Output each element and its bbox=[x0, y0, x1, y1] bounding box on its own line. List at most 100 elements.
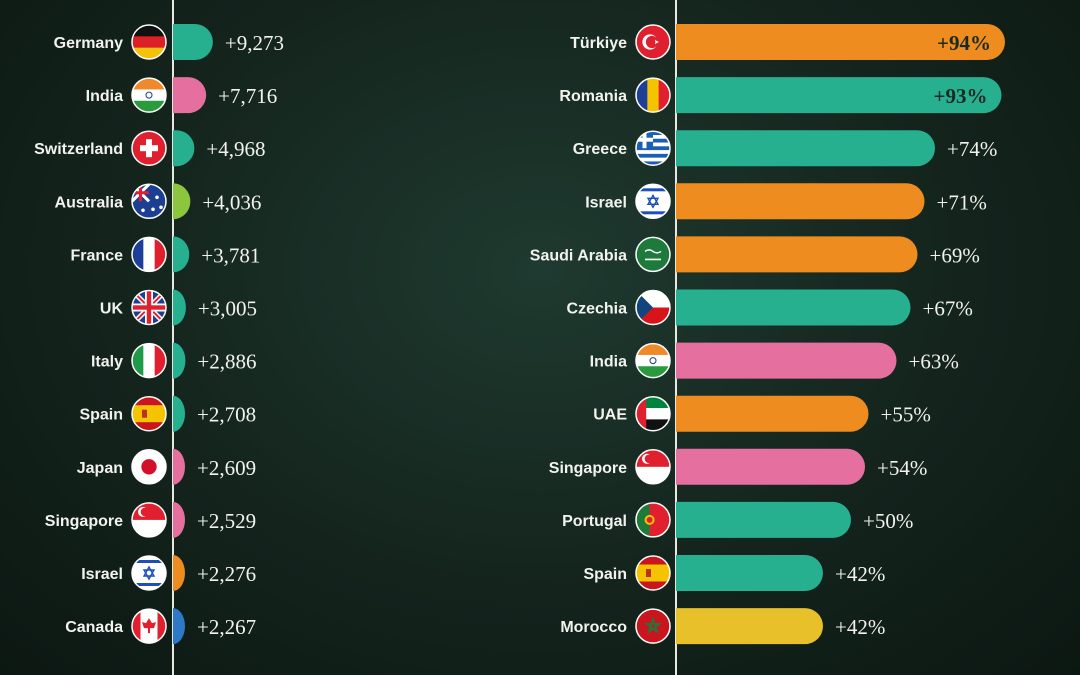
right-row: Spain +42% bbox=[583, 555, 885, 591]
right-country-label: Morocco bbox=[560, 619, 627, 636]
left-value-label: +3,781 bbox=[201, 243, 260, 267]
right-bar-spain bbox=[676, 555, 823, 591]
left-value-label: +2,609 bbox=[197, 456, 256, 480]
right-bar-romania bbox=[676, 77, 1002, 114]
left-bar-singapore bbox=[173, 501, 186, 538]
portugal-flag-icon bbox=[635, 502, 671, 538]
canada-flag-icon bbox=[131, 608, 167, 644]
right-row: Romania +93% bbox=[559, 77, 1002, 114]
left-value-label: +9,273 bbox=[225, 31, 284, 55]
right-row: Portugal +50% bbox=[562, 501, 913, 538]
left-bar-india bbox=[173, 77, 207, 114]
singapore-flag-icon bbox=[635, 449, 671, 485]
left-bar-israel bbox=[173, 555, 185, 591]
right-bar-saudi-arabia bbox=[676, 236, 918, 273]
right-row: UAE +55% bbox=[593, 395, 931, 432]
left-bar-australia bbox=[173, 183, 191, 220]
right-row: Israel +71% bbox=[585, 183, 987, 220]
uk-flag-icon bbox=[131, 289, 167, 326]
left-country-label: Israel bbox=[81, 566, 123, 583]
romania-flag-icon bbox=[635, 77, 671, 113]
right-bar-czechia bbox=[676, 289, 911, 326]
spain-flag-icon bbox=[635, 555, 671, 591]
left-country-label: Australia bbox=[55, 194, 124, 211]
right-bar-israel bbox=[676, 183, 925, 220]
left-bar-chart: Germany +9,273 India +7,716 Switzerland +4,96… bbox=[34, 0, 284, 675]
right-row: Türkiye +94% bbox=[570, 24, 1005, 60]
left-bar-italy bbox=[173, 342, 186, 379]
left-row: India +7,716 bbox=[86, 77, 277, 114]
right-country-label: UAE bbox=[593, 407, 627, 424]
left-country-label: India bbox=[86, 88, 123, 105]
right-bar-uae bbox=[676, 395, 869, 432]
right-value-label: +74% bbox=[947, 137, 997, 161]
right-country-label: Czechia bbox=[567, 301, 628, 318]
left-value-label: +4,968 bbox=[206, 137, 265, 161]
left-value-label: +3,005 bbox=[198, 297, 257, 321]
japan-flag-icon bbox=[131, 449, 167, 485]
uae-flag-icon bbox=[635, 395, 671, 432]
right-value-label: +71% bbox=[937, 190, 987, 214]
left-value-label: +4,036 bbox=[202, 190, 261, 214]
right-row: India +63% bbox=[590, 342, 959, 379]
australia-flag-icon bbox=[131, 183, 167, 220]
right-value-label: +54% bbox=[877, 456, 927, 480]
czechia-flag-icon bbox=[635, 289, 671, 326]
left-value-label: +2,276 bbox=[197, 562, 256, 586]
right-bar-chart: Türkiye +94% Romania +93% Greece +74% Israel +7… bbox=[530, 0, 1005, 675]
left-bar-uk bbox=[173, 289, 186, 326]
right-row: Singapore +54% bbox=[549, 448, 927, 485]
right-value-label: +69% bbox=[930, 243, 980, 267]
left-country-label: Italy bbox=[91, 354, 123, 371]
left-bar-france bbox=[173, 236, 190, 273]
right-bar-greece bbox=[676, 130, 936, 167]
right-value-label: +93% bbox=[934, 84, 988, 108]
left-country-label: Spain bbox=[79, 407, 123, 424]
turkiye-flag-icon bbox=[635, 24, 671, 60]
greece-flag-icon bbox=[635, 130, 671, 166]
right-bar-portugal bbox=[676, 501, 851, 538]
right-country-label: Portugal bbox=[562, 513, 627, 530]
right-row: Saudi Arabia +69% bbox=[530, 236, 980, 273]
left-row: Japan +2,609 bbox=[77, 448, 256, 485]
right-bar-morocco bbox=[676, 608, 823, 645]
left-country-label: France bbox=[71, 247, 124, 264]
right-country-label: Türkiye bbox=[570, 35, 627, 52]
singapore-flag-icon bbox=[131, 502, 167, 538]
left-country-label: UK bbox=[100, 301, 124, 318]
spain-flag-icon bbox=[131, 395, 167, 432]
left-value-label: +2,708 bbox=[197, 403, 256, 427]
right-row: Greece +74% bbox=[573, 130, 997, 167]
left-row: Italy +2,886 bbox=[91, 342, 257, 379]
left-row: Germany +9,273 bbox=[54, 24, 284, 60]
morocco-flag-icon bbox=[635, 608, 671, 644]
right-value-label: +42% bbox=[835, 562, 885, 586]
left-value-label: +2,267 bbox=[197, 615, 256, 639]
left-value-label: +2,886 bbox=[197, 350, 256, 374]
left-country-label: Switzerland bbox=[34, 141, 123, 158]
right-country-label: Singapore bbox=[549, 460, 627, 477]
right-value-label: +94% bbox=[937, 31, 991, 55]
right-country-label: Romania bbox=[559, 88, 627, 105]
left-bar-canada bbox=[173, 608, 185, 645]
italy-flag-icon bbox=[131, 342, 167, 379]
left-bar-germany bbox=[173, 24, 213, 60]
left-row: Australia +4,036 bbox=[55, 183, 261, 220]
right-bar-t-rkiye bbox=[676, 24, 1005, 60]
right-country-label: Saudi Arabia bbox=[530, 247, 627, 264]
right-bar-singapore bbox=[676, 448, 865, 485]
left-bar-japan bbox=[173, 448, 185, 485]
right-value-label: +42% bbox=[835, 615, 885, 639]
right-value-label: +67% bbox=[923, 297, 973, 321]
right-row: Czechia +67% bbox=[567, 289, 973, 326]
left-row: Canada +2,267 bbox=[65, 608, 256, 645]
right-country-label: Greece bbox=[573, 141, 627, 158]
france-flag-icon bbox=[131, 236, 167, 273]
right-value-label: +50% bbox=[863, 509, 913, 533]
left-row: Singapore +2,529 bbox=[45, 501, 256, 538]
switzerland-flag-icon bbox=[131, 130, 167, 166]
left-country-label: Singapore bbox=[45, 513, 123, 530]
left-country-label: Canada bbox=[65, 619, 123, 636]
left-value-label: +2,529 bbox=[197, 509, 256, 533]
right-row: Morocco +42% bbox=[560, 608, 885, 645]
